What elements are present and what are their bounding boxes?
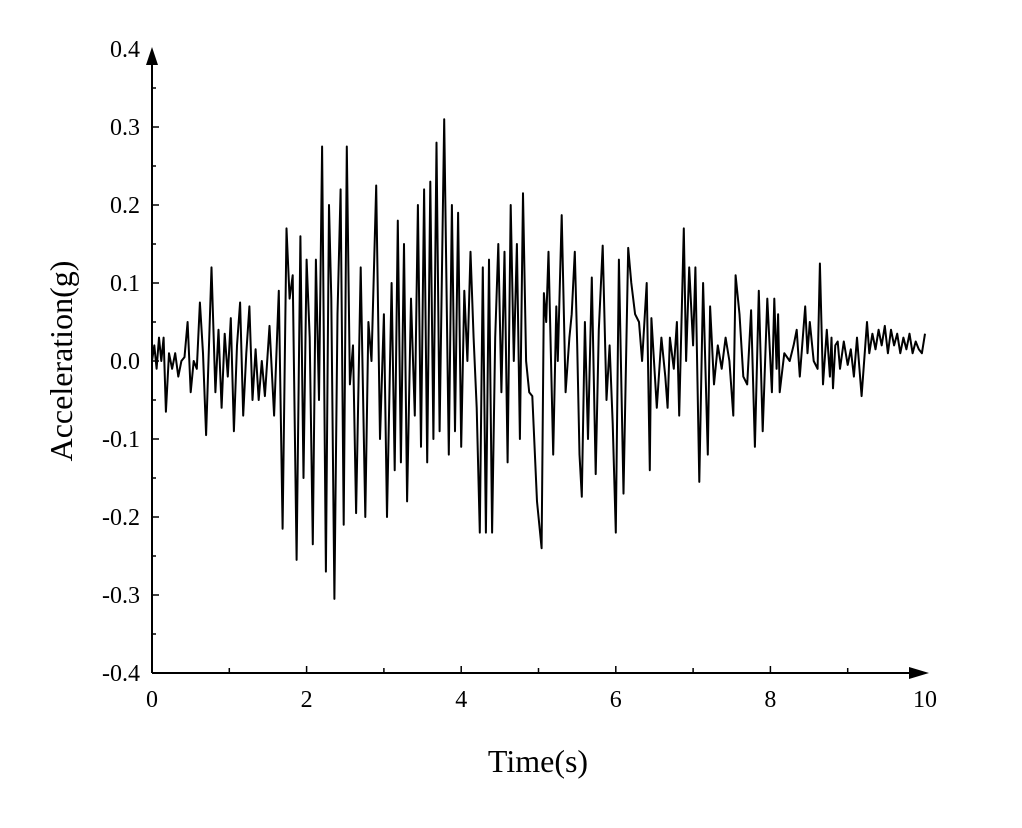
y-tick-label: -0.3 xyxy=(102,583,140,609)
y-tick-label: 0.2 xyxy=(110,193,140,219)
y-tick-label: 0.0 xyxy=(110,349,140,375)
y-tick-label: 0.3 xyxy=(110,115,140,141)
x-tick-label: 8 xyxy=(764,687,776,713)
x-tick-label: 4 xyxy=(455,687,467,713)
axes xyxy=(146,47,929,679)
y-axis-arrow-icon xyxy=(146,47,158,65)
x-tick-label: 0 xyxy=(146,687,158,713)
x-tick-label: 6 xyxy=(610,687,622,713)
y-axis-label: Acceleration(g) xyxy=(43,261,79,462)
y-tick-label: -0.4 xyxy=(102,661,140,687)
series-line xyxy=(151,118,926,600)
x-axis-label: Time(s) xyxy=(488,743,588,779)
x-tick-label: 10 xyxy=(913,687,937,713)
tick-labels: -0.4 -0.3 -0.2 -0.1 0.0 0.1 0.2 0.3 0.4 0 2 4 6 8 10 xyxy=(102,37,937,713)
y-tick-label: 0.1 xyxy=(110,271,140,297)
y-tick-label: -0.2 xyxy=(102,505,140,531)
x-tick-label: 2 xyxy=(301,687,313,713)
y-tick-label: -0.1 xyxy=(102,427,140,453)
x-axis-arrow-icon xyxy=(909,667,929,679)
y-tick-label: 0.4 xyxy=(110,37,140,63)
